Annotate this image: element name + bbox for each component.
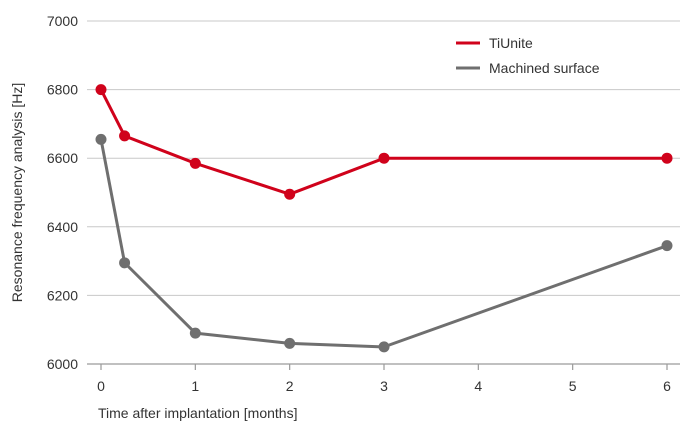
x-tick-label: 0 xyxy=(97,378,105,394)
x-tick-label: 2 xyxy=(286,378,294,394)
data-point xyxy=(95,133,107,145)
data-point xyxy=(284,337,296,349)
y-tick-label: 6400 xyxy=(47,219,78,235)
x-tick-label: 5 xyxy=(569,378,577,394)
legend-label-machined-surface: Machined surface xyxy=(489,60,600,76)
data-point xyxy=(378,152,390,164)
x-tick-label: 6 xyxy=(663,378,671,394)
y-tick-label: 7000 xyxy=(47,13,78,29)
series-line-machined-surface xyxy=(99,139,668,349)
x-axis-ticks: 0 1 2 3 4 5 6 xyxy=(97,364,671,394)
data-point xyxy=(95,84,107,96)
legend-label-tiunite: TiUnite xyxy=(489,35,533,51)
x-tick-label: 4 xyxy=(474,378,482,394)
data-point xyxy=(119,130,131,142)
data-point xyxy=(661,152,673,164)
y-tick-label: 6800 xyxy=(47,82,78,98)
series-line-tiunite xyxy=(99,88,667,196)
series-group xyxy=(95,84,673,353)
data-point xyxy=(284,188,296,200)
y-axis-ticks: 7000 6800 6600 6400 6200 6000 xyxy=(47,13,78,372)
data-point xyxy=(119,257,131,269)
y-tick-label: 6200 xyxy=(47,287,78,303)
data-point xyxy=(189,327,201,339)
series-tiunite xyxy=(95,84,673,200)
x-tick-label: 3 xyxy=(380,378,388,394)
y-tick-label: 6000 xyxy=(47,356,78,372)
y-tick-label: 6600 xyxy=(47,150,78,166)
series-machined-surface xyxy=(95,133,673,353)
legend: TiUnite Machined surface xyxy=(456,35,600,76)
y-axis-title: Resonance frequency analysis [Hz] xyxy=(9,83,25,302)
data-point xyxy=(661,240,673,252)
data-point xyxy=(378,341,390,353)
x-tick-label: 1 xyxy=(191,378,199,394)
data-point xyxy=(189,157,201,169)
x-axis-title: Time after implantation [months] xyxy=(98,405,297,421)
